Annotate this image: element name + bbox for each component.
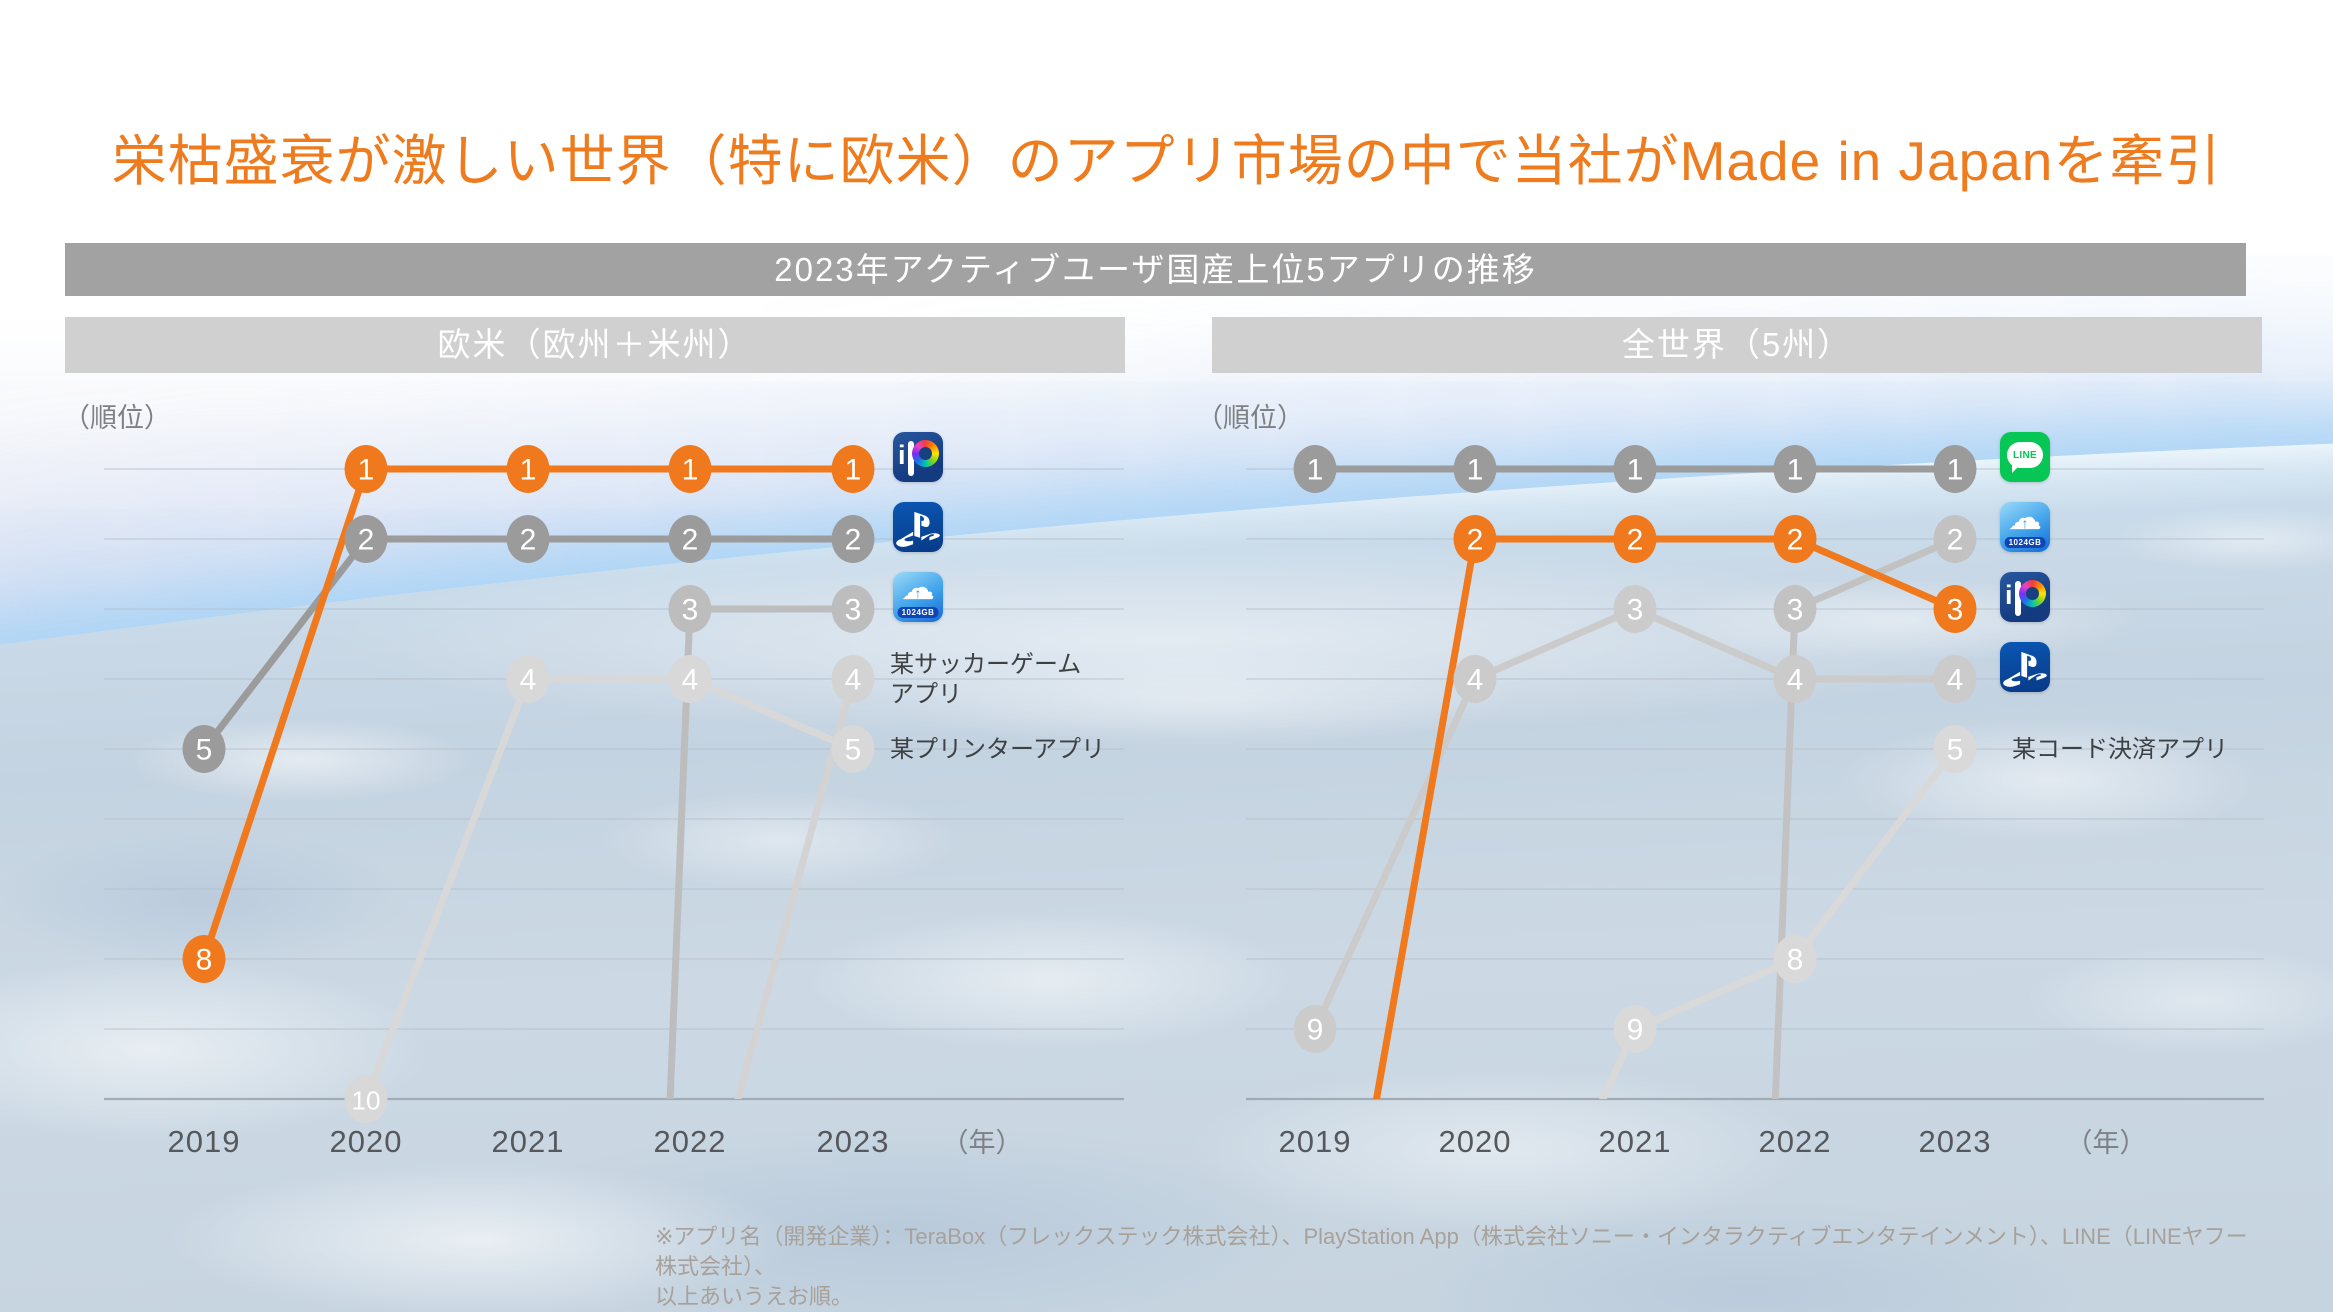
rank-number: 2 <box>682 524 699 557</box>
rank-number: 1 <box>1787 454 1804 487</box>
chart-header-west: 欧米（欧州＋米州） <box>65 317 1125 373</box>
rank-number: 9 <box>1307 1014 1324 1047</box>
rank-number: 1 <box>1467 454 1484 487</box>
rank-number: 1 <box>1627 454 1644 487</box>
series-line-playstation <box>201 535 853 752</box>
rank-number: 1 <box>358 454 375 487</box>
terabox-icon: ☁ ↑ 1024GB <box>893 569 943 622</box>
series-line-ibispaint <box>1372 535 1957 1099</box>
ibispaint-icon: i <box>2000 572 2050 622</box>
chart-1-gridlines <box>1246 468 2264 1101</box>
rank-number: 3 <box>845 594 862 627</box>
y-axis-label: （順位） <box>63 403 171 433</box>
rank-number: 4 <box>1787 664 1804 697</box>
rank-number: 3 <box>1627 594 1644 627</box>
x-tick-2019: 2019 <box>1279 1124 1352 1159</box>
x-tick-2020: 2020 <box>1439 1124 1512 1159</box>
footnote-line: ※アプリ名（開発企業）：TeraBox（フレックステック株式会社）、PlaySt… <box>655 1224 2248 1279</box>
x-tick-2023: 2023 <box>817 1124 890 1159</box>
x-tick-2023: 2023 <box>1919 1124 1992 1159</box>
rank-number: 4 <box>1467 664 1484 697</box>
playstation-icon <box>893 502 943 552</box>
rank-number: 4 <box>1947 664 1964 697</box>
rank-number: 9 <box>1627 1014 1644 1047</box>
x-axis-label: （年） <box>2066 1128 2147 1158</box>
rank-number: 4 <box>845 664 862 697</box>
series-markers-soccer-game-app: 4 <box>831 655 875 703</box>
rank-number: 1 <box>682 454 699 487</box>
series-end-label-printer-app: 某プリンターアプリ <box>890 736 1106 763</box>
rank-number: 2 <box>1947 524 1964 557</box>
rank-number: 10 <box>352 1086 381 1116</box>
terabox-icon: ☁ ↑ 1024GB <box>2000 499 2050 552</box>
rank-number: 8 <box>196 944 213 977</box>
playstation-icon <box>2000 642 2050 692</box>
rank-number: 5 <box>196 734 213 767</box>
rank-number: 2 <box>358 524 375 557</box>
x-tick-2019: 2019 <box>168 1124 241 1159</box>
rank-number: 3 <box>1947 594 1964 627</box>
rank-number: 1 <box>520 454 537 487</box>
rank-number: 5 <box>1947 734 1964 767</box>
rank-number: 2 <box>1627 524 1644 557</box>
chart-0-gridlines <box>104 468 1124 1101</box>
series-line-terabox <box>1771 535 1957 1099</box>
rank-number: 5 <box>845 734 862 767</box>
rank-number: 3 <box>1787 594 1804 627</box>
chart-0-lines <box>200 465 857 1099</box>
chart-0-axis: 2019 2020 2021 2022 2023 （年） （順位） <box>63 403 1023 1159</box>
rank-number: 8 <box>1787 944 1804 977</box>
main-banner: 2023年アクティブユーザ国産上位5アプリの推移 <box>65 243 2246 296</box>
rank-number: 1 <box>845 454 862 487</box>
rank-number: 1 <box>1947 454 1964 487</box>
slide-title: 栄枯盛衰が激しい世界（特に欧米）のアプリ市場の中で当社がMade in Japa… <box>111 130 2222 192</box>
series-line-terabox <box>666 605 853 1099</box>
x-tick-2021: 2021 <box>492 1124 565 1159</box>
rank-number: 3 <box>682 594 699 627</box>
ibispaint-icon: i <box>893 432 943 482</box>
rank-number: 2 <box>520 524 537 557</box>
x-tick-2020: 2020 <box>330 1124 403 1159</box>
footnote: ※アプリ名（開発企業）：TeraBox（フレックステック株式会社）、PlaySt… <box>655 1222 2255 1312</box>
series-end-label-code-payment-app: 某コード決済アプリ <box>2012 736 2228 763</box>
chart-header-world: 全世界（5州） <box>1212 317 2262 373</box>
x-axis-label: （年） <box>942 1128 1023 1158</box>
series-end-label-soccer-game-app: 某サッカーゲーム アプリ <box>890 651 1082 708</box>
rank-number: 2 <box>845 524 862 557</box>
x-tick-2022: 2022 <box>654 1124 727 1159</box>
line-icon: LINE <box>2000 432 2050 482</box>
rank-number: 4 <box>520 664 537 697</box>
rank-number: 1 <box>1307 454 1324 487</box>
series-line-soccer-game-app <box>734 678 857 1099</box>
series-markers-ibispaint: 2 2 2 3 <box>1453 515 1977 633</box>
rank-number: 4 <box>682 664 699 697</box>
footnote-line: 以上あいうえお順。 <box>655 1284 854 1309</box>
y-axis-label: （順位） <box>1196 403 1304 433</box>
rank-number: 2 <box>1787 524 1804 557</box>
x-tick-2021: 2021 <box>1599 1124 1672 1159</box>
rank-number: 2 <box>1467 524 1484 557</box>
x-tick-2022: 2022 <box>1759 1124 1832 1159</box>
